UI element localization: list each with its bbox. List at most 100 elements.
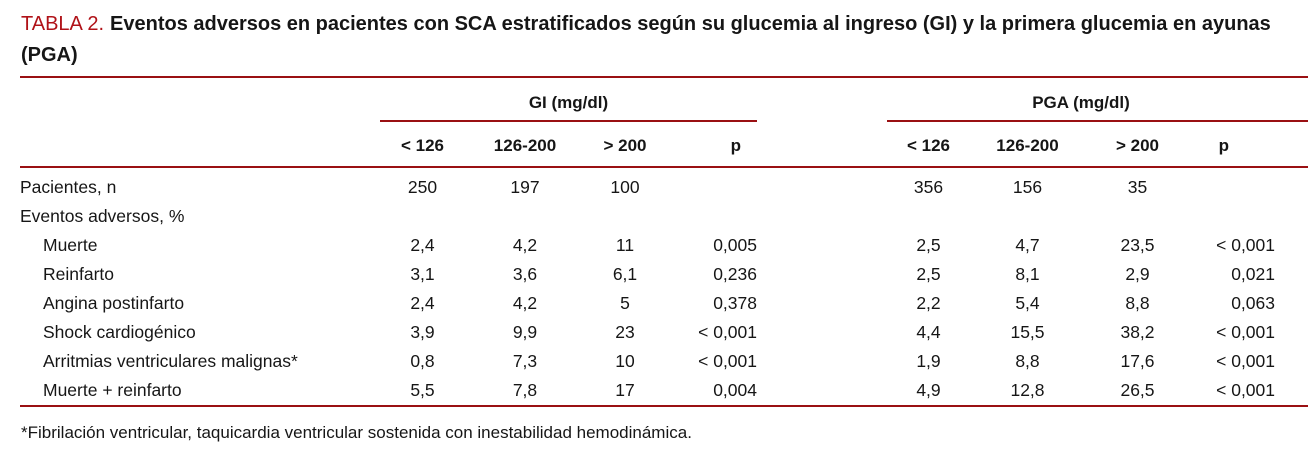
table-number: TABLA 2. xyxy=(21,13,105,35)
pga-lt126-value: 2,5 xyxy=(916,264,941,284)
gi-126-200-value: 7,3 xyxy=(512,351,538,371)
pga-lt126-value: 2,5 xyxy=(916,235,941,255)
gi-gt200-value: 5 xyxy=(620,293,630,313)
pga-126-200-value: 4,7 xyxy=(1015,235,1040,255)
col-header-gi-lt126: < 126 xyxy=(400,136,444,155)
pga-p-value xyxy=(1190,173,1275,202)
table-title: TABLA 2. Eventos adversos en pacientes co… xyxy=(21,9,1296,71)
gi-p-value: 0,005 xyxy=(713,235,757,255)
row-label: Muerte + reinfarto xyxy=(43,380,182,400)
table-row: Angina postinfarto 2,4 4,2 5 0,378 2,2 5… xyxy=(20,289,1308,318)
pga-p-value: < 0,001 xyxy=(1216,351,1275,371)
col-header-pga-gt200: > 200 xyxy=(1115,136,1159,155)
gi-126-200-value: 7,8 xyxy=(512,380,538,400)
row-label: Pacientes, n xyxy=(20,177,117,197)
pga-gt200-value: 35 xyxy=(1127,177,1148,197)
gi-126-200-value: 9,9 xyxy=(512,322,538,342)
pga-p-value: < 0,001 xyxy=(1216,322,1275,342)
bottom-rule xyxy=(20,405,1308,407)
row-label: Shock cardiogénico xyxy=(43,322,196,342)
pga-126-200-value: 8,8 xyxy=(1015,351,1040,371)
gi-gt200-value: 11 xyxy=(615,235,635,255)
gi-p-value: 0,378 xyxy=(713,293,757,313)
pga-126-200-value: 12,8 xyxy=(1010,380,1045,400)
footnote: *Fibrilación ventricular, taquicardia ve… xyxy=(21,423,692,442)
column-group-header-row: GI (mg/dl) PGA (mg/dl) xyxy=(20,78,1308,122)
table-row: Muerte + reinfarto 5,5 7,8 17 0,004 4,9 … xyxy=(20,376,1308,405)
pga-126-200-value: 15,5 xyxy=(1010,322,1045,342)
pga-lt126-value: 4,9 xyxy=(916,380,941,400)
row-label: Muerte xyxy=(43,235,98,255)
col-header-gi-p: p xyxy=(730,136,741,155)
col-header-pga-126-200: 126-200 xyxy=(996,136,1059,155)
pga-gt200-value: 17,6 xyxy=(1120,351,1155,371)
pga-lt126-value xyxy=(887,202,970,231)
table-caption: Eventos adversos en pacientes con SCA es… xyxy=(21,13,1271,66)
pga-p-value: 0,021 xyxy=(1231,264,1275,284)
col-header-pga-lt126: < 126 xyxy=(906,136,950,155)
header-rule xyxy=(20,166,1308,168)
col-header-pga-p: p xyxy=(1218,136,1229,155)
gi-p-value xyxy=(665,202,757,231)
pga-lt126-value: 1,9 xyxy=(916,351,941,371)
gi-126-200-value: 197 xyxy=(510,177,540,197)
pga-p-value: < 0,001 xyxy=(1216,235,1275,255)
table-body: Pacientes, n 250 197 100 356 156 35 Even… xyxy=(0,168,1316,405)
row-label: Reinfarto xyxy=(43,264,115,284)
pga-126-200-value: 8,1 xyxy=(1015,264,1040,284)
row-label: Arritmias ventriculares malignas* xyxy=(43,351,298,371)
table-row: Arritmias ventriculares malignas* 0,8 7,… xyxy=(20,347,1308,376)
pga-gt200-value xyxy=(1085,202,1190,231)
gi-lt126-value: 0,8 xyxy=(410,351,435,371)
gi-p-value: 0,004 xyxy=(713,380,757,400)
pga-p-value: 0,063 xyxy=(1231,293,1275,313)
pga-gt200-value: 26,5 xyxy=(1120,380,1155,400)
gi-gt200-value: 6,1 xyxy=(612,264,638,284)
gi-126-200-value: 3,6 xyxy=(512,264,538,284)
gi-lt126-value: 5,5 xyxy=(410,380,435,400)
table-row: Eventos adversos, % xyxy=(20,202,1308,231)
gi-gt200-value: 100 xyxy=(610,177,640,197)
pga-lt126-value: 4,4 xyxy=(916,322,941,342)
gi-lt126-value: 2,4 xyxy=(410,235,435,255)
table-row: Pacientes, n 250 197 100 356 156 35 xyxy=(20,173,1308,202)
gi-126-200-value: 4,2 xyxy=(512,235,538,255)
gi-gt200-value: 17 xyxy=(615,380,635,400)
pga-126-200-value: 156 xyxy=(1012,177,1043,197)
table-row: Muerte 2,4 4,2 11 0,005 2,5 4,7 23,5 < 0… xyxy=(20,231,1308,260)
gi-126-200-value: 4,2 xyxy=(512,293,538,313)
gi-lt126-value xyxy=(380,202,465,231)
gi-gt200-value: 23 xyxy=(615,322,635,342)
gi-lt126-value: 3,1 xyxy=(410,264,435,284)
pga-gt200-value: 8,8 xyxy=(1125,293,1150,313)
gi-p-value: < 0,001 xyxy=(698,322,757,342)
table-row: Reinfarto 3,1 3,6 6,1 0,236 2,5 8,1 2,9 … xyxy=(20,260,1308,289)
gi-p-value xyxy=(665,173,757,202)
pga-gt200-value: 38,2 xyxy=(1120,322,1155,342)
row-label: Eventos adversos, % xyxy=(20,206,185,226)
pga-lt126-value: 356 xyxy=(913,177,944,197)
pga-126-200-value xyxy=(970,202,1085,231)
col-header-gi-gt200: > 200 xyxy=(603,136,647,155)
pga-gt200-value: 2,9 xyxy=(1125,264,1150,284)
gi-gt200-value: 10 xyxy=(615,351,635,371)
col-header-gi-126-200: 126-200 xyxy=(493,136,557,155)
gi-p-value: < 0,001 xyxy=(698,351,757,371)
gi-lt126-value: 3,9 xyxy=(410,322,435,342)
gi-lt126-value: 2,4 xyxy=(410,293,435,313)
row-label: Angina postinfarto xyxy=(43,293,185,313)
pga-126-200-value: 5,4 xyxy=(1015,293,1040,313)
pga-gt200-value: 23,5 xyxy=(1120,235,1155,255)
group-header-pga: PGA (mg/dl) xyxy=(887,78,1308,122)
top-rule xyxy=(20,76,1308,78)
pga-p-value xyxy=(1190,202,1275,231)
gi-gt200-value xyxy=(585,202,665,231)
column-header-row: < 126 126-200 > 200 p < 126 126-200 > 20… xyxy=(20,122,1308,166)
gi-p-value: 0,236 xyxy=(713,264,757,284)
pga-lt126-value: 2,2 xyxy=(916,293,941,313)
group-header-gi: GI (mg/dl) xyxy=(380,78,757,122)
table-row: Shock cardiogénico 3,9 9,9 23 < 0,001 4,… xyxy=(20,318,1308,347)
gi-126-200-value xyxy=(465,202,585,231)
pga-p-value: < 0,001 xyxy=(1216,380,1275,400)
